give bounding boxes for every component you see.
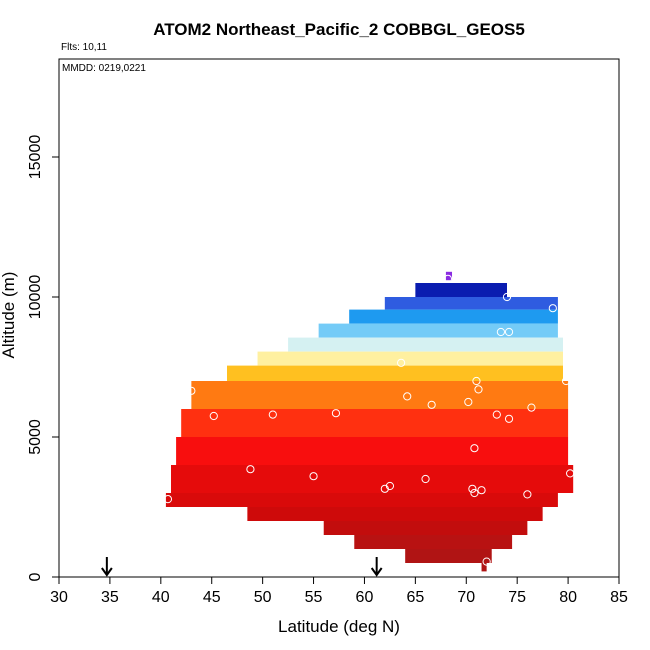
observation-point-11	[427, 400, 436, 409]
heatmap-band-13	[247, 507, 543, 521]
heatmap-band-17	[481, 563, 487, 572]
observation-point-21	[309, 472, 318, 481]
x-tick-label-6: 60	[356, 589, 374, 606]
observation-point-10	[403, 392, 412, 401]
heatmap-band-12	[165, 493, 558, 507]
y-axis: 0 5000 10000 15000	[27, 135, 60, 581]
x-tick-label-9: 75	[508, 589, 526, 606]
flights-note: Flts: 10,11	[61, 42, 107, 53]
observation-point-7	[561, 376, 571, 386]
heatmap-band-4	[318, 323, 558, 338]
x-tick-label-11: 85	[610, 589, 628, 606]
observation-point-1	[502, 292, 512, 302]
observation-point-23	[566, 469, 575, 478]
observation-point-18	[504, 414, 514, 423]
x-tick-label-8: 70	[457, 589, 475, 606]
observation-point-31	[482, 557, 491, 566]
heatmap-band-7	[227, 365, 563, 381]
x-tick-label-4: 50	[254, 589, 272, 606]
latitude-arrows	[101, 557, 383, 577]
observation-points	[163, 274, 575, 566]
y-tick-label-2: 10000	[27, 275, 44, 320]
heatmap-band-15	[354, 535, 513, 549]
arrow-head-0	[101, 567, 113, 577]
heatmap-band-5	[288, 337, 563, 352]
y-tick-label-1: 5000	[27, 419, 44, 455]
observation-point-0	[443, 274, 453, 283]
observation-point-20	[246, 465, 255, 474]
heatmap-band-9	[181, 409, 569, 437]
observation-point-30	[163, 495, 173, 504]
observation-point-24	[380, 484, 389, 493]
observation-point-17	[492, 410, 501, 419]
y-axis-title: Altitude (m)	[0, 272, 18, 359]
x-tick-label-10: 80	[559, 589, 577, 606]
date-note: MMDD: 0219,0221	[62, 63, 146, 74]
x-tick-label-2: 40	[152, 589, 170, 606]
heatmap-band-8	[191, 381, 569, 409]
observation-point-25	[385, 481, 395, 491]
x-tick-label-3: 45	[203, 589, 221, 606]
observation-point-26	[468, 484, 477, 493]
down-arrow-icon	[101, 557, 113, 577]
chart-title: ATOM2 Northeast_Pacific_2 COBBGL_GEOS5	[153, 20, 525, 39]
observation-point-14	[209, 411, 218, 421]
observation-point-6	[472, 376, 481, 386]
y-tick-label-3: 15000	[27, 135, 44, 180]
x-tick-label-0: 30	[50, 589, 68, 606]
observation-point-15	[268, 410, 277, 419]
heatmap-band-6	[257, 351, 563, 366]
observation-point-27	[477, 486, 486, 495]
x-tick-label-5: 55	[305, 589, 323, 606]
heatmap-band-11	[171, 465, 574, 493]
observation-point-8	[187, 386, 196, 395]
x-tick-label-1: 35	[101, 589, 119, 606]
observation-point-4	[504, 327, 514, 337]
heatmap-band-1	[415, 283, 507, 297]
x-tick-label-7: 65	[406, 589, 424, 606]
arrow-head-1	[370, 567, 383, 577]
observation-point-2	[548, 304, 557, 313]
heatmap-band-0	[445, 271, 453, 281]
observation-point-16	[331, 409, 341, 418]
heatmap-band-10	[176, 437, 569, 465]
heatmap-band-2	[384, 297, 558, 310]
observation-point-13	[527, 403, 536, 412]
observation-point-29	[523, 490, 532, 499]
down-arrow-icon	[370, 557, 383, 577]
observation-point-19	[470, 444, 479, 453]
heatmap-band-14	[323, 521, 528, 535]
heatmap-band-16	[405, 549, 492, 563]
observation-point-28	[470, 488, 479, 498]
observation-point-3	[496, 327, 505, 337]
observation-point-5	[397, 358, 406, 367]
x-axis: 30 35 40 45 50 55 60 65 70 75 80 85	[50, 576, 628, 606]
observation-point-22	[421, 474, 430, 484]
x-axis-title: Latitude (deg N)	[278, 617, 400, 636]
observation-point-9	[474, 385, 483, 394]
heatmap-bands	[165, 271, 574, 572]
heatmap-band-3	[349, 309, 558, 324]
y-tick-label-0: 0	[27, 572, 44, 581]
observation-point-12	[464, 397, 473, 407]
